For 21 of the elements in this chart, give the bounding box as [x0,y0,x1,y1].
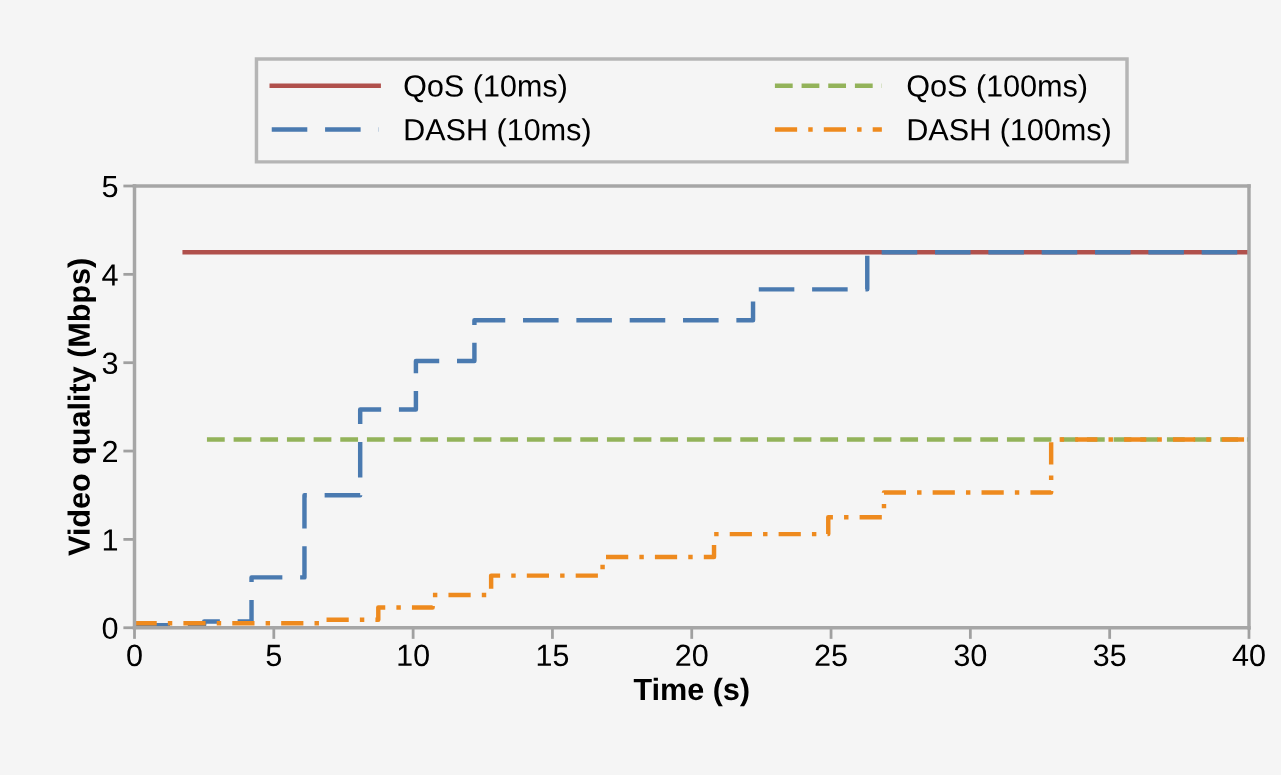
legend-label: QoS (100ms) [907,74,1087,103]
legend-label: DASH (100ms) [908,118,1110,147]
y-tick-label: 4 [102,264,118,286]
x-tick-label: 5 [266,644,282,667]
x-axis-title: Time (s) [633,677,749,707]
x-tick-label: 25 [815,644,847,667]
x-tick-label: 30 [954,644,987,667]
y-tick-label: 1 [103,529,118,551]
x-tick-label: 0 [127,644,142,667]
y-axis-title: Video quality (Mbps) [67,259,96,556]
y-tick-label: 3 [102,352,118,375]
x-tick-label: 20 [676,644,708,667]
legend-label: DASH (10ms) [405,118,590,147]
x-tick-label: 40 [1232,644,1265,667]
x-tick-label: 15 [537,644,569,667]
legend-label: QoS (10ms) [404,74,566,103]
y-tick-label: 5 [102,176,118,198]
y-tick-label: 0 [102,617,118,640]
x-tick-label: 35 [1093,644,1126,667]
x-tick-label: 10 [398,644,429,667]
y-tick-label: 2 [103,440,117,463]
